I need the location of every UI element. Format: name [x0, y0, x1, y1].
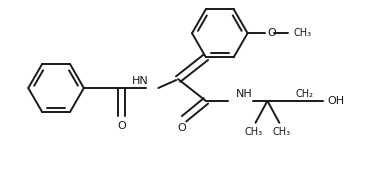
Text: CH₃: CH₃ — [293, 28, 312, 38]
Text: O: O — [178, 123, 187, 133]
Text: HN: HN — [132, 76, 148, 86]
Text: OH: OH — [327, 96, 344, 106]
Text: CH₂: CH₂ — [295, 89, 313, 99]
Text: CH₃: CH₃ — [245, 127, 263, 137]
Text: O: O — [117, 121, 126, 131]
Text: O: O — [267, 28, 276, 38]
Text: CH₃: CH₃ — [272, 127, 290, 137]
Text: NH: NH — [236, 89, 252, 99]
